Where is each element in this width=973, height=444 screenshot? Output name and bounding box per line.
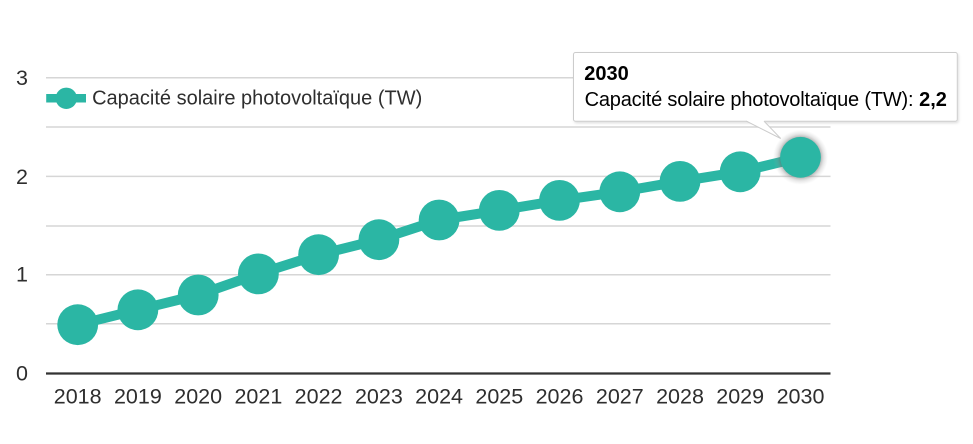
- svg-text:2022: 2022: [295, 384, 343, 408]
- svg-text:2025: 2025: [475, 384, 523, 408]
- svg-text:2024: 2024: [415, 384, 463, 408]
- svg-text:2019: 2019: [114, 384, 162, 408]
- svg-text:Capacité solaire photovoltaïqu: Capacité solaire photovoltaïque (TW): [92, 88, 422, 110]
- svg-text:3: 3: [16, 66, 28, 90]
- svg-text:Capacité solaire photovoltaïqu: Capacité solaire photovoltaïque (TW): 2,2: [585, 89, 947, 111]
- svg-text:2: 2: [16, 165, 28, 189]
- svg-text:2027: 2027: [596, 384, 644, 408]
- svg-text:2030: 2030: [777, 384, 825, 408]
- svg-text:2021: 2021: [234, 384, 282, 408]
- svg-text:2023: 2023: [355, 384, 403, 408]
- svg-text:2026: 2026: [536, 384, 584, 408]
- svg-text:2028: 2028: [656, 384, 704, 408]
- svg-text:2029: 2029: [716, 384, 764, 408]
- svg-text:2020: 2020: [174, 384, 222, 408]
- svg-text:0: 0: [16, 361, 28, 385]
- svg-text:2018: 2018: [54, 384, 102, 408]
- svg-text:1: 1: [16, 263, 28, 287]
- svg-text:2030: 2030: [584, 63, 629, 85]
